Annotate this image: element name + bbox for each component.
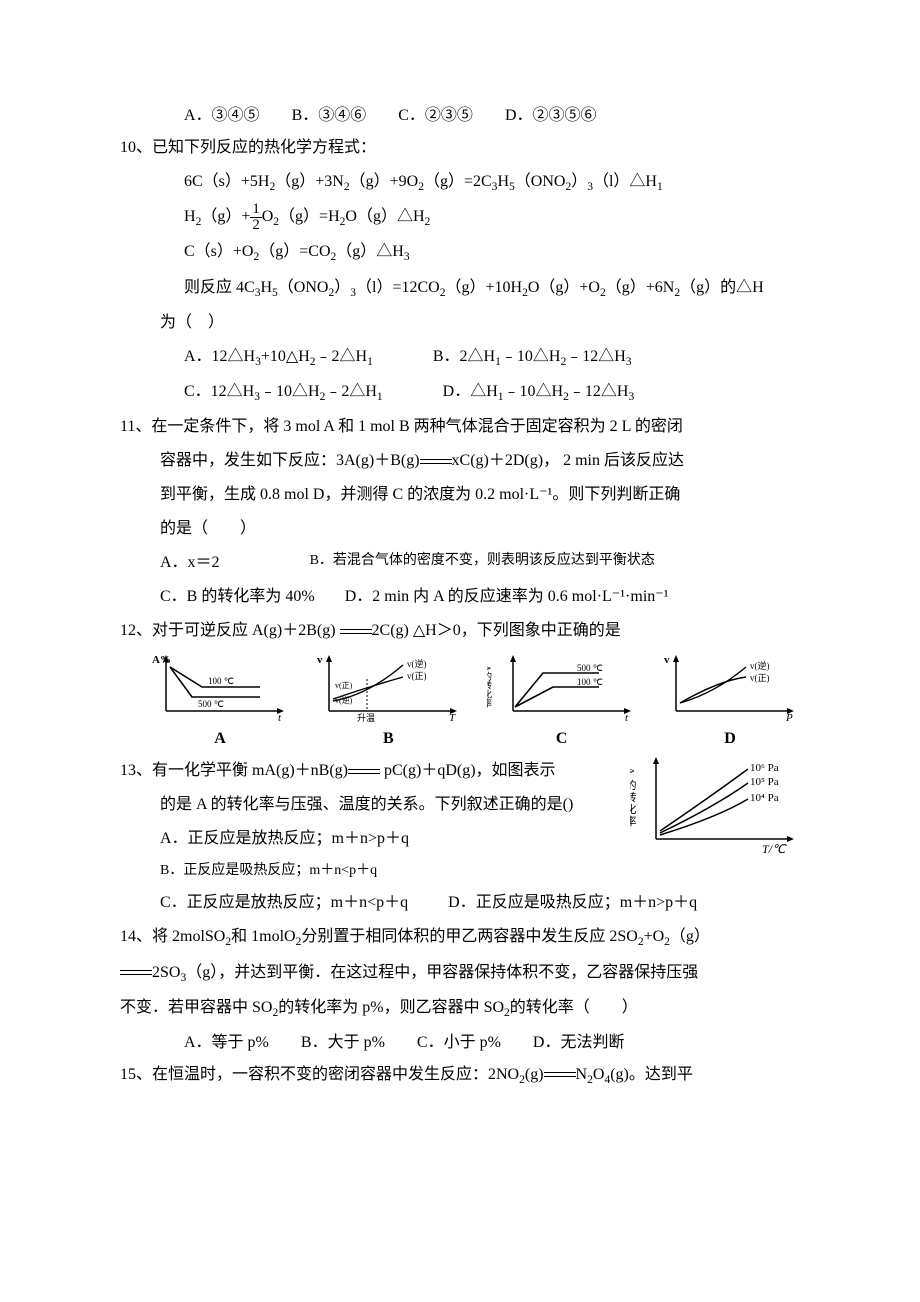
equilibrium-arrow-icon	[340, 627, 372, 637]
svg-text:v(逆): v(逆)	[407, 658, 427, 669]
svg-text:500 ℃: 500 ℃	[198, 699, 224, 709]
svg-text:10⁶ Pa: 10⁶ Pa	[750, 762, 779, 774]
q13-block: A 的转化率 T/℃ 10⁶ Pa 10⁵ Pa 10⁴ Pa 13、有一化学平…	[120, 755, 800, 887]
q9-options: A．③④⑤ B．③④⑥ C．②③⑤ D．②③⑤⑥	[120, 100, 800, 132]
svg-text:10⁵ Pa: 10⁵ Pa	[750, 776, 779, 788]
q14-l1: 14、将 2molSO2和 1molO2分别置于相同体积的甲乙两容器中发生反应 …	[120, 921, 800, 954]
q10-stem: 10、已知下列反应的热化学方程式：	[120, 132, 800, 164]
svg-text:v(正): v(正)	[750, 673, 770, 683]
q12-stem: 12、对于可逆反应 A(g)＋2B(g) 2C(g) △H＞0，下列图象中正确的…	[120, 615, 800, 647]
svg-text:10⁴ Pa: 10⁴ Pa	[750, 792, 779, 804]
q14-opts: A．等于 p% B．大于 p% C．小于 p% D．无法判断	[120, 1027, 800, 1059]
q11-opts-cd: C．B 的转化率为 40% D．2 min 内 A 的反应速率为 0.6 mol…	[120, 581, 800, 613]
q14-l2: 2SO3（g），并达到平衡．在这过程中，甲容器保持体积不变，乙容器保持压强	[120, 957, 800, 990]
q10-ask: 则反应 4C3H5（ONO2）3（l）=12CO2（g）+10H2O（g）+O2…	[120, 272, 800, 305]
q11-l3: 到平衡，生成 0.8 mol D，并测得 C 的浓度为 0.2 mol·L⁻¹。…	[120, 479, 800, 511]
q9-opt-c: C．②③⑤	[398, 100, 473, 132]
q14-l3: 不变．若甲容器中 SO2的转化率为 p%，则乙容器中 SO2的转化率（ ）	[120, 992, 800, 1025]
equilibrium-arrow-icon	[120, 968, 152, 978]
q11-l4: 的是（ ）	[120, 513, 800, 545]
svg-text:100 ℃: 100 ℃	[208, 676, 234, 686]
q11-opts-ab: A．x＝2 B．若混合气体的密度不变，则表明该反应达到平衡状态	[120, 547, 800, 579]
svg-text:v(正): v(正)	[407, 671, 427, 681]
q13-opts-cd: C．正反应是放热反应；m＋n<p＋q D．正反应是吸热反应；m＋n>p＋q	[120, 887, 800, 919]
q11-l2: 容器中，发生如下反应：3A(g)＋B(g)xC(g)＋2D(g)， 2 min …	[120, 445, 800, 477]
svg-text:v(正): v(正)	[335, 681, 353, 690]
q10-eq2: H2（g）+12O2（g）=H2O（g）△H2	[120, 201, 800, 234]
svg-text:T/℃: T/℃	[762, 842, 787, 856]
svg-text:t: t	[625, 712, 629, 723]
svg-text:100 ℃: 100 ℃	[577, 677, 603, 687]
q10-opts-cd: C．12△H3﹣10△H2﹣2△H1 D．△H1﹣10△H2﹣12△H3	[120, 376, 800, 409]
q9-opt-a: A．③④⑤	[184, 100, 260, 132]
svg-text:v(逆): v(逆)	[750, 660, 770, 671]
q13-figure: A 的转化率 T/℃ 10⁶ Pa 10⁵ Pa 10⁴ Pa	[630, 755, 800, 859]
svg-text:v(逆): v(逆)	[335, 695, 353, 705]
svg-text:P: P	[785, 712, 793, 723]
q9-opt-b: B．③④⑥	[292, 100, 367, 132]
svg-text:A的转化率: A的转化率	[487, 665, 492, 708]
q12-chart-a: A% t 100 ℃ 500 ℃ A	[150, 651, 290, 755]
svg-text:v: v	[317, 654, 323, 666]
equilibrium-arrow-icon	[348, 767, 380, 777]
equilibrium-arrow-icon	[420, 457, 452, 467]
q13-opt-b: B．正反应是吸热反应；m＋n<p＋q	[120, 857, 800, 885]
q9-opt-d: D．②③⑤⑥	[505, 100, 597, 132]
q10-eq3: C（s）+O2（g）=CO2（g）△H3	[120, 236, 800, 269]
q12-chart-c: A的转化率 t 500 ℃ 100 ℃ C	[487, 651, 637, 755]
svg-text:T: T	[449, 712, 456, 723]
svg-text:v: v	[664, 654, 670, 666]
q10-ask-tail: 为（ ）	[120, 307, 800, 339]
q12-charts: A% t 100 ℃ 500 ℃ A v T v(逆) v(正) v(正) v(…	[150, 651, 800, 755]
equilibrium-arrow-icon	[544, 1070, 576, 1080]
q15-l1: 15、在恒温时，一容积不变的密闭容器中发生反应：2NO2(g)N2O4(g)。达…	[120, 1059, 800, 1092]
q10-eq1: 6C（s）+5H2（g）+3N2（g）+9O2（g）=2C3H5（ONO2）3（…	[120, 166, 800, 199]
svg-text:A%: A%	[152, 654, 171, 666]
q12-chart-d: v P v(逆) v(正) D	[660, 651, 800, 755]
svg-text:500 ℃: 500 ℃	[577, 663, 603, 673]
q11-l1: 11、在一定条件下，将 3 mol A 和 1 mol B 两种气体混合于固定容…	[120, 411, 800, 443]
svg-text:t: t	[278, 712, 282, 723]
q10-opts-ab: A．12△H3+10△H2﹣2△H1 B．2△H1﹣10△H2﹣12△H3	[120, 341, 800, 374]
svg-text:A 的转化率: A 的转化率	[630, 767, 637, 827]
q12-chart-b: v T v(逆) v(正) v(正) v(逆) 升温 B	[313, 651, 463, 755]
svg-text:升温: 升温	[357, 713, 375, 723]
